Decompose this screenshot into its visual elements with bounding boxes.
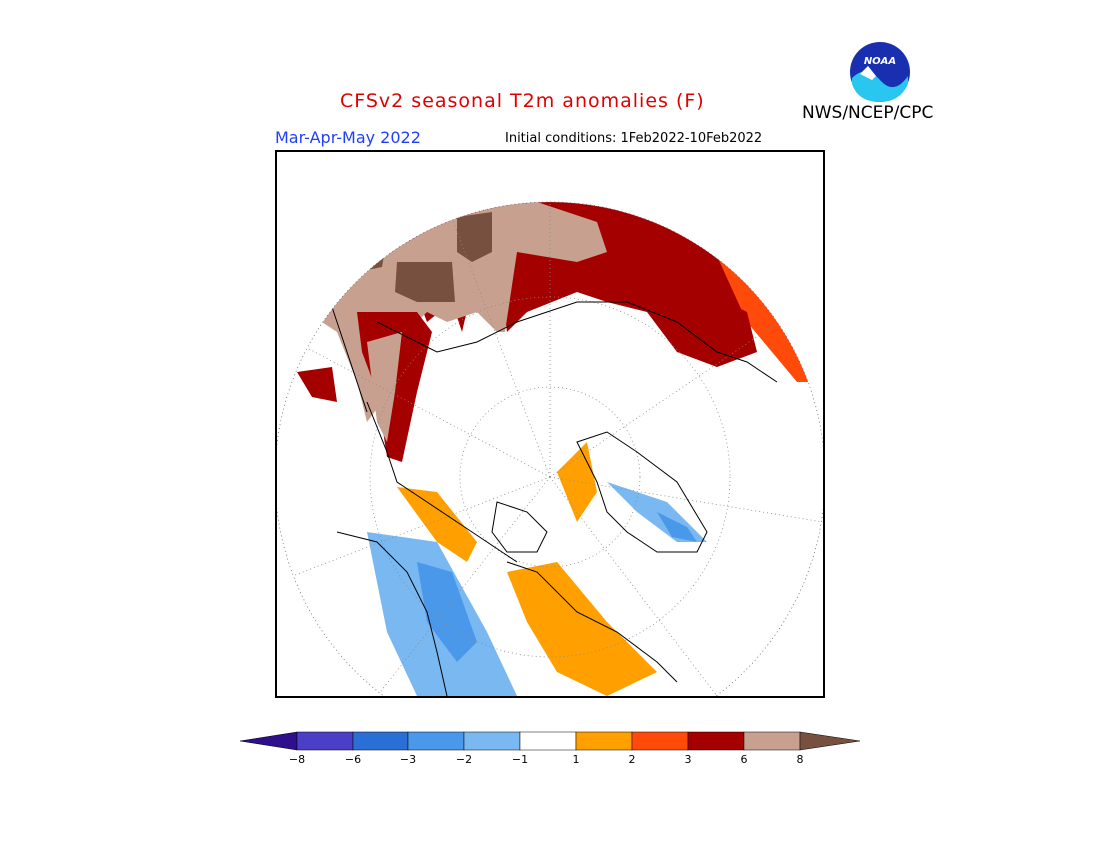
anomaly-map-svg <box>277 201 823 696</box>
anomaly-region-middle-east-tan <box>367 332 402 442</box>
colorbar-label: −3 <box>400 753 416 766</box>
colorbar-label: −2 <box>456 753 472 766</box>
colorbar-label: 1 <box>573 753 580 766</box>
colorbar-bin-above-8 <box>799 731 861 751</box>
colorbar-bin-6-8 <box>743 731 801 751</box>
colorbar-bin-minus6-minus3 <box>352 731 409 751</box>
anomaly-region-western-canada-blue-strong <box>417 562 477 662</box>
season-label: Mar-Apr-May 2022 <box>275 128 421 147</box>
svg-text:NOAA: NOAA <box>864 56 896 67</box>
colorbar-label: −8 <box>289 753 305 766</box>
polar-map <box>275 150 825 698</box>
colorbar-label: 3 <box>685 753 692 766</box>
colorbar-bin-below-minus8 <box>239 731 298 751</box>
anomaly-region-arctic-canada-orange <box>397 487 477 562</box>
organization-label: NWS/NCEP/CPC <box>802 103 934 123</box>
noaa-logo: NOAA <box>850 42 910 102</box>
anomaly-region-central-asia-strong <box>342 237 387 272</box>
colorbar-label: 8 <box>797 753 804 766</box>
colorbar-label: −1 <box>512 753 528 766</box>
anomaly-region-alaska-red <box>652 292 757 367</box>
colorbar-bin-3-6 <box>687 731 745 751</box>
colorbar-bin-1-2 <box>575 731 633 751</box>
colorbar-bin-minus2-minus1 <box>463 731 521 751</box>
colorbar-label: 6 <box>741 753 748 766</box>
chart-title: CFSv2 seasonal T2m anomalies (F) <box>340 90 705 112</box>
colorbar: −8 −6 −3 −2 −1 1 2 3 6 8 <box>239 731 861 766</box>
initial-conditions-label: Initial conditions: 1Feb2022-10Feb2022 <box>505 131 763 146</box>
graticule <box>277 202 823 696</box>
anomaly-region-mongolia-strong <box>457 212 492 262</box>
anomaly-region-kazakhstan-strong <box>395 262 455 302</box>
colorbar-label: 2 <box>629 753 636 766</box>
anomaly-region-saudi <box>297 367 337 402</box>
colorbar-bin-minus8-minus6 <box>296 731 354 751</box>
colorbar-bin-2-3 <box>631 731 689 751</box>
colorbar-bin-neutral <box>519 731 577 751</box>
anomaly-region-scandinavia-blue-strong <box>657 512 697 542</box>
colorbar-bin-minus3-minus2 <box>407 731 465 751</box>
anomaly-region-canada-orange <box>507 562 657 696</box>
colorbar-label: −6 <box>345 753 361 766</box>
